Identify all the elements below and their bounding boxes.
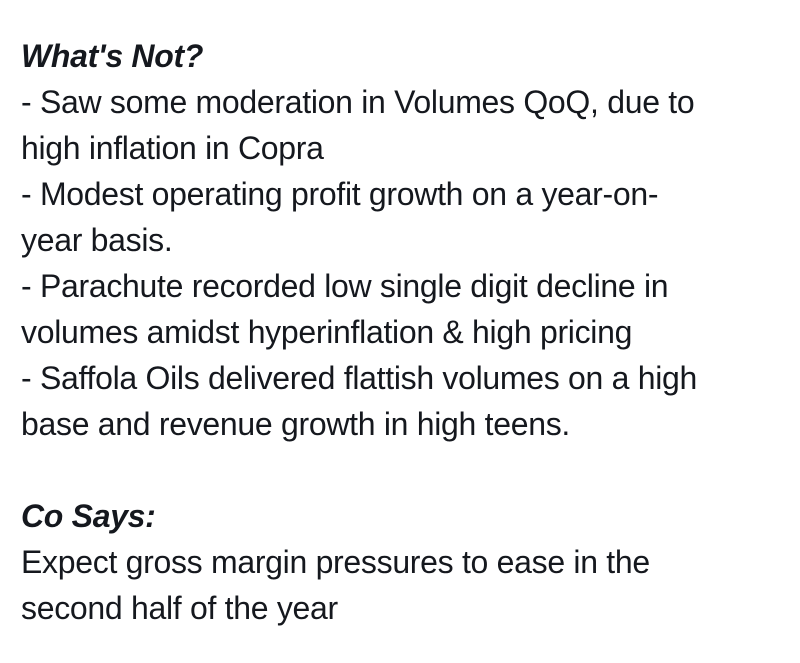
- bullet-line: - Saw some moderation in Volumes QoQ, du…: [21, 84, 695, 120]
- bullet-line-wrap: volumes amidst hyperinflation & high pri…: [21, 314, 633, 350]
- bullet-line: - Saffola Oils delivered flattish volume…: [21, 360, 698, 396]
- body-line-wrap: second half of the year: [21, 590, 338, 626]
- bullet-line: - Modest operating profit growth on a ye…: [21, 176, 659, 212]
- bullet-line-wrap: high inflation in Copra: [21, 130, 324, 166]
- body-line: Expect gross margin pressures to ease in…: [21, 544, 650, 580]
- bullet-line: - Parachute recorded low single digit de…: [21, 268, 669, 304]
- whats-not-heading: What's Not?: [21, 38, 204, 74]
- section-whats-not: What's Not? - Saw some moderation in Vol…: [21, 33, 782, 447]
- bullet-line-wrap: year basis.: [21, 222, 173, 258]
- text-note: What's Not? - Saw some moderation in Vol…: [21, 33, 782, 631]
- bullet-line-wrap: base and revenue growth in high teens.: [21, 406, 570, 442]
- section-co-says: Co Says: Expect gross margin pressures t…: [21, 493, 782, 631]
- co-says-heading: Co Says:: [21, 498, 156, 534]
